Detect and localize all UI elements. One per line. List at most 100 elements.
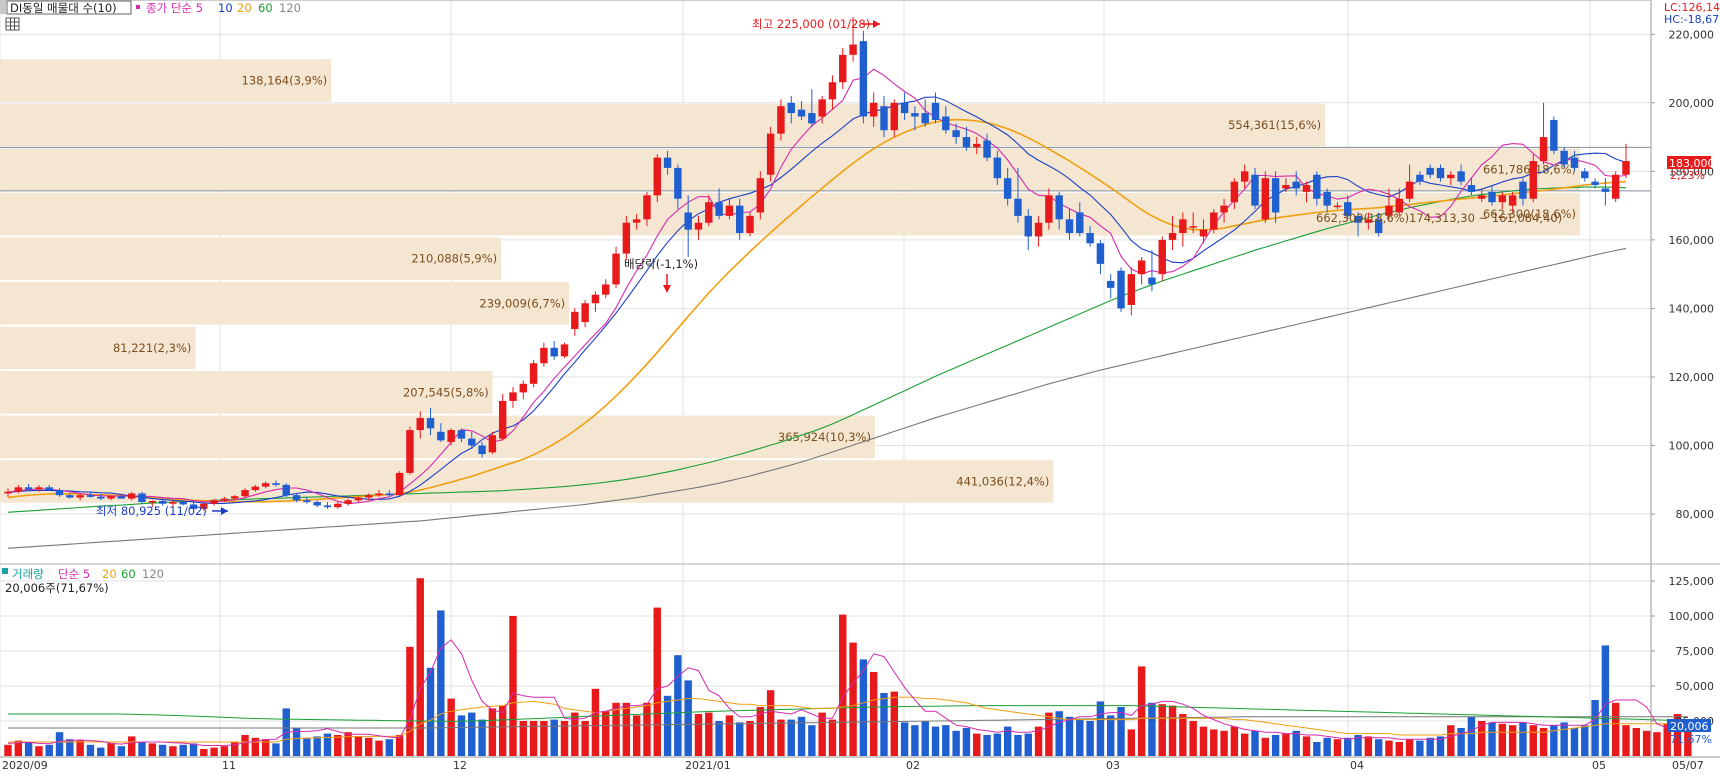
ma-period-20[interactable]: 20 [237, 1, 252, 15]
ma-period-60[interactable]: 60 [258, 1, 273, 15]
candle [1529, 161, 1537, 199]
indicator-label[interactable]: DI동일 매물대 수(10) [10, 1, 117, 15]
volume-bar [478, 719, 486, 756]
price-badge-value: 183,000 [1669, 157, 1715, 170]
volume-bar [1405, 739, 1414, 756]
volume-bar [1663, 723, 1671, 756]
candlestick-series [4, 17, 1630, 511]
candle [272, 483, 280, 485]
volume-tick-label: 75,000 [1676, 645, 1715, 658]
volume-bar [1065, 716, 1074, 756]
volume-profile-label: 662,300(18,6%) [1483, 207, 1576, 221]
volume-ma-label[interactable]: 단순 5 [58, 567, 90, 581]
candle [756, 178, 765, 213]
candle [1333, 205, 1342, 208]
ma-period-10[interactable]: 10 [218, 1, 233, 15]
volume-bar [1076, 719, 1084, 756]
volume-bar [364, 737, 373, 756]
ma-period-120[interactable]: 120 [279, 1, 301, 15]
grid-toggle-icon[interactable] [5, 17, 20, 31]
volume-bar [1313, 742, 1321, 756]
volume-profile-labels: 138,164(3,9%)554,361(15,6%)661,786(18,6%… [113, 74, 1576, 489]
volume-bar [334, 735, 342, 756]
volume-ma-60[interactable]: 60 [121, 567, 136, 581]
candle [478, 445, 486, 455]
volume-bar [220, 746, 229, 756]
candle [24, 487, 33, 490]
volume-bar [1467, 716, 1476, 756]
price-ma10-line [7, 96, 1627, 504]
date-tick-label: 2021/01 [685, 759, 731, 772]
volume-bar [241, 735, 249, 756]
volume-bar [406, 646, 414, 756]
volume-tick-label: 100,000 [1669, 610, 1715, 623]
candle [148, 501, 156, 503]
volume-bar [746, 721, 754, 756]
candle [179, 502, 187, 505]
candle [705, 202, 713, 223]
candle [560, 344, 569, 357]
ma-label[interactable]: 종가 단순 5 [146, 1, 203, 15]
candle [1395, 198, 1403, 213]
volume-marker-icon [2, 568, 8, 574]
volume-ma-20[interactable]: 20 [102, 567, 117, 581]
candle [251, 486, 260, 491]
candle [1127, 274, 1136, 305]
volume-bar [1519, 722, 1527, 756]
volume-bar [952, 730, 960, 756]
candle [1179, 219, 1187, 234]
volume-bar [375, 740, 383, 756]
date-axis-ticks: 2020/09 11 12 2021/01 02 03 04 05 05/07 [2, 759, 1704, 772]
volume-bar [705, 712, 713, 756]
volume-bar [1045, 712, 1053, 756]
volume-bar [35, 746, 43, 756]
candle [200, 503, 208, 509]
candle [931, 102, 940, 120]
candle [334, 503, 342, 508]
candle [1086, 233, 1094, 244]
volume-bar [138, 742, 146, 756]
candle [973, 143, 981, 148]
volume-ma-120[interactable]: 120 [142, 567, 164, 581]
candle [1168, 233, 1177, 240]
high-label: 최고 225,000 (01/28) [752, 17, 870, 31]
candle [313, 502, 321, 506]
candle [540, 347, 548, 364]
volume-header: 거래량 단순 5 20 60 120 20,006주(71,67%) [2, 567, 164, 595]
volume-bar [715, 721, 723, 756]
volume-bar [869, 672, 878, 756]
volume-bar [1158, 704, 1166, 756]
volume-bar [158, 744, 167, 756]
candle [1323, 191, 1331, 206]
candle [581, 303, 589, 323]
candle [76, 495, 84, 498]
volume-bar [550, 719, 558, 756]
candle [1292, 181, 1300, 189]
candle [344, 500, 352, 504]
volume-bar [1261, 737, 1270, 756]
chart-axes [0, 0, 1720, 758]
candle [1416, 174, 1424, 182]
volume-title[interactable]: 거래량 [12, 567, 44, 581]
volume-bar [45, 744, 53, 756]
candle [1550, 119, 1558, 151]
dividend-annotation: 배당락(-1,1%) [624, 257, 698, 293]
volume-bar [1498, 723, 1507, 756]
volume-bar [1385, 740, 1393, 756]
volume-bar [1003, 726, 1012, 756]
volume-bar [313, 736, 321, 756]
header-handle-icon [0, 0, 6, 14]
moving-average-lines [7, 68, 1627, 549]
price-tick-label: 100,000 [1669, 439, 1715, 452]
indicator-box[interactable] [6, 0, 132, 15]
candle [107, 496, 115, 499]
dividend-label: 배당락(-1,1%) [624, 257, 698, 271]
price-tick-label: 220,000 [1669, 28, 1715, 41]
volume-bar [1210, 729, 1218, 756]
volume-bar [1560, 722, 1568, 756]
candle [828, 82, 837, 100]
candle [1189, 226, 1197, 228]
volume-bar [571, 712, 579, 756]
date-tick-label: 11 [222, 759, 236, 772]
